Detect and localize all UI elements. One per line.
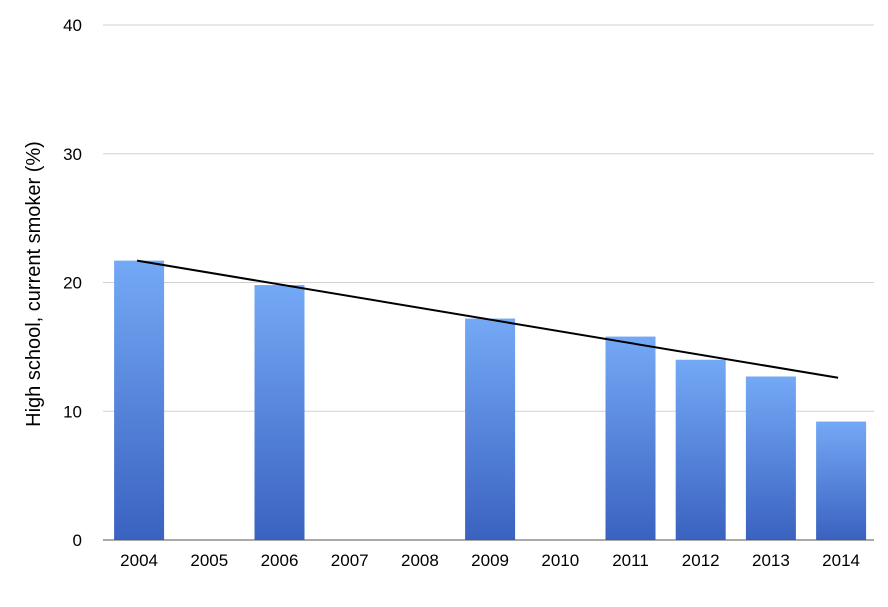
x-tick-label: 2006: [261, 551, 299, 570]
x-tick-label: 2009: [471, 551, 509, 570]
trendline: [136, 259, 839, 379]
x-tick-label: 2012: [682, 551, 720, 570]
x-tick-label: 2008: [401, 551, 439, 570]
bar-2004: [114, 260, 165, 540]
y-axis-title: High school, current smoker (%): [23, 141, 45, 427]
y-tick-label: 30: [63, 145, 82, 164]
x-tick-label: 2014: [822, 551, 860, 570]
x-tick-label: 2013: [752, 551, 790, 570]
x-tick-label: 2004: [120, 551, 158, 570]
x-tick-label: 2005: [190, 551, 228, 570]
bars: [103, 260, 874, 541]
y-tick-label: 20: [63, 274, 82, 293]
y-tick-label: 10: [63, 402, 82, 421]
y-tick-label: 0: [73, 531, 82, 550]
bar-2014: [816, 421, 867, 540]
x-tick-label: 2010: [541, 551, 579, 570]
x-tick-label: 2011: [612, 551, 649, 570]
bar-2011: [605, 336, 656, 540]
bar-2006: [254, 285, 305, 540]
bar-2009: [465, 318, 516, 540]
bar-2012: [675, 359, 726, 540]
trendline-layer: [136, 259, 839, 379]
y-axis-ticks: 0 10 20 30 40: [63, 16, 82, 550]
y-tick-label: 40: [63, 16, 82, 35]
bar-2013: [745, 376, 796, 540]
x-tick-label: 2007: [331, 551, 369, 570]
x-axis-ticks: 2004 2005 2006 2007 2008 2009 2010 2011 2012 2013…: [120, 551, 860, 570]
